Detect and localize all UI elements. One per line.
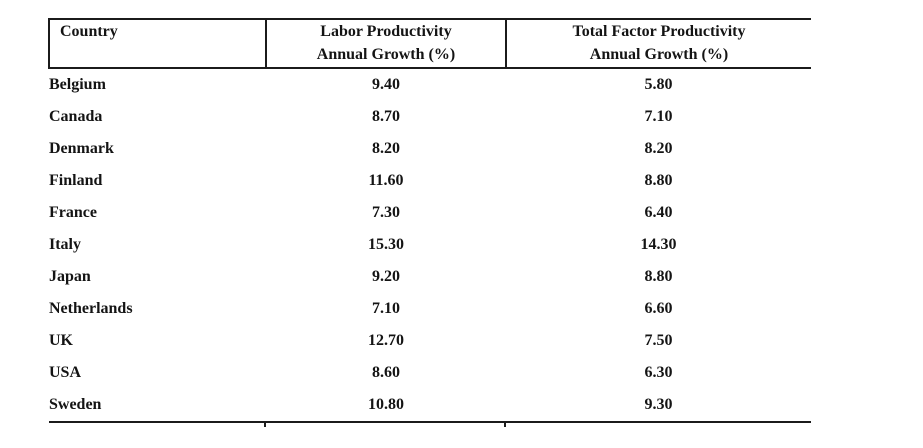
table-row: Belgium 9.40 5.80	[49, 68, 811, 101]
total-factor-productivity-cell: 6.60	[644, 300, 673, 317]
country-cell: UK	[49, 332, 73, 349]
header-line2: Annual Growth (%)	[316, 46, 456, 63]
country-cell: Italy	[49, 236, 81, 253]
column-header-country: Country	[48, 18, 267, 69]
table-row: USA 8.60 6.30	[49, 357, 811, 389]
total-factor-productivity-cell: 7.50	[644, 332, 673, 349]
header-line1: Country	[60, 23, 118, 40]
labor-productivity-cell: 7.30	[372, 204, 400, 221]
labor-productivity-cell: 8.60	[372, 364, 400, 381]
column-divider-tick	[504, 423, 506, 427]
labor-productivity-cell: 10.80	[266, 389, 506, 423]
country-cell: Japan	[49, 268, 91, 285]
table-row: Finland 11.60 8.80	[49, 165, 811, 197]
country-cell: Denmark	[49, 140, 114, 157]
labor-productivity-cell: 8.70	[372, 108, 400, 125]
country-cell: Belgium	[49, 76, 106, 93]
total-factor-productivity-cell: 5.80	[644, 76, 673, 93]
table-row: Italy 15.30 14.30	[49, 229, 811, 261]
labor-productivity-cell: 9.20	[372, 268, 400, 285]
table-row: Denmark 8.20 8.20	[49, 133, 811, 165]
total-factor-productivity-cell: 9.30	[506, 389, 811, 423]
labor-productivity-cell: 8.20	[372, 140, 400, 157]
total-factor-productivity-cell: 8.20	[644, 140, 673, 157]
labor-productivity-cell: 12.70	[368, 332, 404, 349]
table-row: Canada 8.70 7.10	[49, 101, 811, 133]
header-line1: Labor Productivity	[320, 23, 452, 40]
table-row: Japan 9.20 8.80	[49, 261, 811, 293]
header-line2: Annual Growth (%)	[589, 46, 729, 63]
country-cell: Netherlands	[49, 300, 133, 317]
labor-productivity-cell: 7.10	[372, 300, 400, 317]
data-table: Country Labor Productivity Annual Growth…	[48, 18, 811, 423]
column-header-total-factor-productivity: Total Factor Productivity Annual Growth …	[506, 18, 811, 69]
total-factor-productivity-cell: 6.40	[644, 204, 673, 221]
table-row: Sweden 10.80 9.30	[49, 389, 811, 423]
labor-productivity-cell: 11.60	[368, 172, 404, 189]
productivity-table: Country Labor Productivity Annual Growth…	[48, 18, 811, 427]
country-cell: France	[49, 204, 97, 221]
country-cell: Finland	[49, 172, 103, 189]
labor-productivity-cell: 9.40	[372, 76, 400, 93]
header-row: Country Labor Productivity Annual Growth…	[48, 18, 811, 69]
column-divider-tick	[264, 423, 266, 427]
table-row: Netherlands 7.10 6.60	[49, 293, 811, 325]
country-cell: USA	[49, 364, 82, 381]
table-row: France 7.30 6.40	[49, 197, 811, 229]
labor-productivity-cell: 15.30	[368, 236, 404, 253]
total-factor-productivity-cell: 6.30	[644, 364, 673, 381]
country-cell: Sweden	[49, 389, 266, 423]
column-header-labor-productivity: Labor Productivity Annual Growth (%)	[266, 18, 507, 69]
country-cell: Canada	[49, 108, 103, 125]
header-line1: Total Factor Productivity	[572, 23, 746, 40]
total-factor-productivity-cell: 8.80	[644, 172, 673, 189]
total-factor-productivity-cell: 14.30	[640, 236, 677, 253]
total-factor-productivity-cell: 7.10	[644, 108, 673, 125]
total-factor-productivity-cell: 8.80	[644, 268, 673, 285]
table-row: UK 12.70 7.50	[49, 325, 811, 357]
